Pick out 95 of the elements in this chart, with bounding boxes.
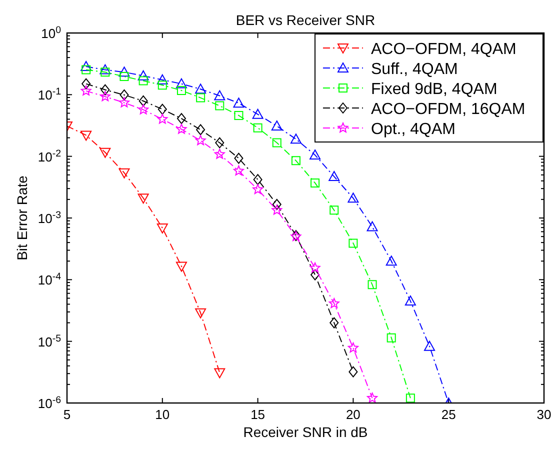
chart-title: BER vs Receiver SNR — [236, 12, 376, 28]
point — [214, 148, 225, 159]
point — [368, 280, 377, 290]
point — [118, 97, 130, 108]
point — [310, 269, 320, 280]
point — [253, 174, 262, 186]
point — [233, 98, 244, 108]
point — [156, 223, 168, 234]
point — [233, 165, 244, 176]
point — [252, 184, 264, 194]
point — [82, 78, 91, 90]
point — [215, 137, 224, 148]
point — [234, 152, 244, 164]
point — [118, 168, 130, 178]
point — [100, 148, 111, 158]
point — [100, 91, 110, 102]
legend-label: ACO−OFDM, 16QAM — [371, 101, 526, 118]
y-tick-label: 10$^{-6}$ — [38, 394, 61, 411]
point — [310, 150, 321, 160]
point — [120, 89, 129, 100]
legend-label: Suff., 4QAM — [371, 61, 458, 78]
point — [176, 86, 186, 95]
legend-label: ACO−OFDM, 4QAM — [371, 41, 516, 58]
y-tick-label: 10$^{-3}$ — [38, 210, 61, 226]
point — [214, 90, 226, 100]
point — [386, 333, 396, 342]
point — [253, 123, 262, 132]
point — [310, 178, 320, 188]
x-tick-label: 10 — [155, 407, 170, 422]
y-tick-label: 10$^{-1}$ — [38, 86, 61, 103]
point — [366, 221, 378, 232]
point — [100, 84, 110, 96]
point — [138, 76, 148, 86]
point — [367, 392, 378, 403]
point — [291, 156, 300, 166]
y-axis-title: Bit Error Rate — [14, 175, 30, 260]
x-tick-label: 20 — [346, 407, 360, 422]
point — [328, 171, 340, 182]
point — [195, 84, 206, 94]
y-tick-label: 10$^{-4}$ — [38, 271, 62, 288]
point — [100, 68, 110, 77]
point — [215, 101, 224, 110]
y-tick-label: 10$^{0}$ — [41, 24, 62, 41]
point — [138, 95, 148, 106]
point — [82, 65, 91, 74]
x-tick-label: 5 — [63, 407, 71, 422]
x-tick-label: 30 — [536, 407, 551, 422]
x-tick-label: 15 — [250, 407, 266, 422]
point — [290, 134, 302, 144]
point — [195, 308, 206, 318]
point — [176, 124, 187, 134]
x-tick-label: 25 — [441, 407, 456, 422]
point — [348, 342, 358, 353]
point — [157, 114, 168, 124]
point — [348, 366, 358, 378]
x-axis-title: Receiver SNR in dB — [243, 424, 368, 440]
point — [176, 78, 187, 88]
point — [138, 70, 149, 80]
point — [348, 238, 358, 248]
point — [348, 192, 359, 203]
point — [272, 204, 282, 215]
point — [272, 138, 282, 148]
point — [406, 394, 415, 403]
point — [330, 317, 339, 328]
point — [80, 61, 92, 72]
point — [196, 93, 206, 102]
point — [176, 113, 186, 124]
point — [80, 85, 92, 96]
point — [100, 64, 111, 74]
point — [252, 108, 264, 119]
point — [234, 110, 244, 120]
point — [156, 74, 168, 84]
point — [138, 194, 149, 204]
y-tick-label: 10$^{-5}$ — [38, 332, 62, 350]
point — [271, 120, 282, 131]
point — [330, 206, 339, 215]
point — [310, 262, 320, 272]
point — [195, 135, 206, 146]
point — [118, 66, 130, 77]
point — [214, 368, 226, 378]
point — [158, 80, 167, 90]
point — [158, 104, 167, 115]
legend-label: Fixed 9dB, 4QAM — [371, 81, 498, 98]
point — [424, 340, 436, 351]
point — [272, 198, 282, 210]
point — [138, 104, 149, 114]
point — [404, 296, 416, 306]
point — [328, 298, 340, 308]
point — [120, 72, 129, 82]
point — [386, 256, 397, 266]
point — [80, 130, 92, 141]
y-tick-label: 10$^{-2}$ — [38, 148, 61, 164]
point — [196, 124, 206, 136]
point — [176, 262, 187, 272]
legend-label: Opt., 4QAM — [371, 121, 456, 138]
